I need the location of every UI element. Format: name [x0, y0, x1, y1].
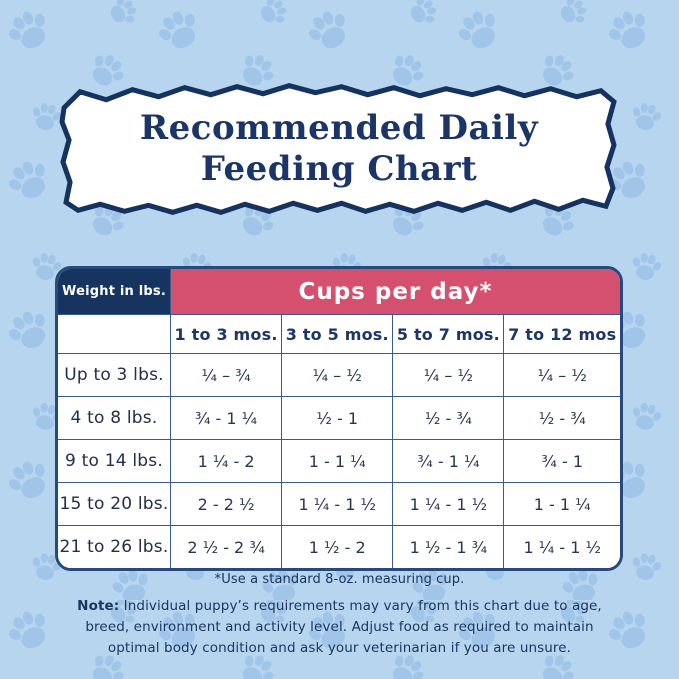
title-line-1: Recommended Daily	[139, 107, 539, 148]
weight-label: Up to 3 lbs.	[58, 353, 171, 397]
feeding-value: ¾ - 1	[503, 439, 620, 483]
disclaimer-note: Note: Individual puppy’s requirements ma…	[70, 596, 609, 659]
title-line-2: Feeding Chart	[200, 149, 478, 189]
age-columns-row: 1 to 3 mos. 3 to 5 mos. 5 to 7 mos. 7 to…	[58, 314, 620, 354]
feeding-value: 1 - 1 ¼	[281, 439, 394, 483]
feeding-value: 1 ¼ - 1 ½	[281, 482, 394, 526]
weight-label: 9 to 14 lbs.	[58, 439, 171, 483]
page-title: Recommended Daily Feeding Chart	[58, 80, 620, 218]
feeding-value: ¾ - 1 ¼	[169, 396, 283, 440]
feeding-value: ¼ – ½	[281, 353, 394, 397]
feeding-table: Weight in lbs. Cups per day* 1 to 3 mos.…	[55, 266, 623, 571]
table-row: 4 to 8 lbs. ¾ - 1 ¼ ½ - 1 ½ - ¾ ½ - ¾	[58, 396, 620, 440]
age-col-header: 1 to 3 mos.	[169, 314, 283, 354]
feeding-value: 2 - 2 ½	[169, 482, 283, 526]
note-text: Individual puppy’s requirements may vary…	[85, 598, 602, 656]
cups-per-day-header: Cups per day*	[170, 269, 620, 315]
blank-cell	[58, 314, 171, 354]
table-header-row: Weight in lbs. Cups per day*	[58, 269, 620, 315]
weight-label: 15 to 20 lbs.	[58, 482, 171, 526]
measuring-cup-footnote: *Use a standard 8-oz. measuring cup.	[214, 572, 465, 587]
torn-banner-shape	[59, 83, 617, 215]
table-row: Up to 3 lbs. ¼ – ¾ ¼ – ½ ¼ – ½ ¼ – ½	[58, 353, 620, 397]
feeding-value: ½ - ¾	[503, 396, 620, 440]
feeding-value: ¼ – ¾	[169, 353, 283, 397]
feeding-value: ½ - 1	[281, 396, 394, 440]
table-row: 15 to 20 lbs. 2 - 2 ½ 1 ¼ - 1 ½ 1 ¼ - 1 …	[58, 482, 620, 526]
title-banner: Recommended Daily Feeding Chart	[58, 80, 620, 218]
feeding-value: ½ - ¾	[392, 396, 505, 440]
weight-label: 4 to 8 lbs.	[58, 396, 171, 440]
feeding-value: 1 ¼ - 1 ½	[503, 525, 620, 568]
note-label: Note:	[77, 598, 120, 614]
age-col-header: 3 to 5 mos.	[281, 314, 394, 354]
table-row: 9 to 14 lbs. 1 ¼ - 2 1 - 1 ¼ ¾ - 1 ¼ ¾ -…	[58, 439, 620, 483]
feeding-value: 1 ½ - 2	[281, 525, 394, 568]
feeding-value: ¼ – ½	[503, 353, 620, 397]
age-col-header: 7 to 12 mos	[503, 314, 620, 354]
feeding-value: 1 ¼ - 1 ½	[392, 482, 505, 526]
feeding-value: 1 - 1 ¼	[503, 482, 620, 526]
feeding-value: 1 ¼ - 2	[169, 439, 283, 483]
weight-corner-header: Weight in lbs.	[58, 269, 171, 315]
feeding-table-grid: Weight in lbs. Cups per day* 1 to 3 mos.…	[58, 269, 620, 568]
weight-label: 21 to 26 lbs.	[58, 525, 171, 568]
age-col-header: 5 to 7 mos.	[392, 314, 505, 354]
feeding-value: ¼ – ½	[392, 353, 505, 397]
table-row: 21 to 26 lbs. 2 ½ - 2 ¾ 1 ½ - 2 1 ½ - 1 …	[58, 525, 620, 568]
feeding-value: 2 ½ - 2 ¾	[169, 525, 283, 568]
feeding-value: 1 ½ - 1 ¾	[392, 525, 505, 568]
feeding-value: ¾ - 1 ¼	[392, 439, 505, 483]
